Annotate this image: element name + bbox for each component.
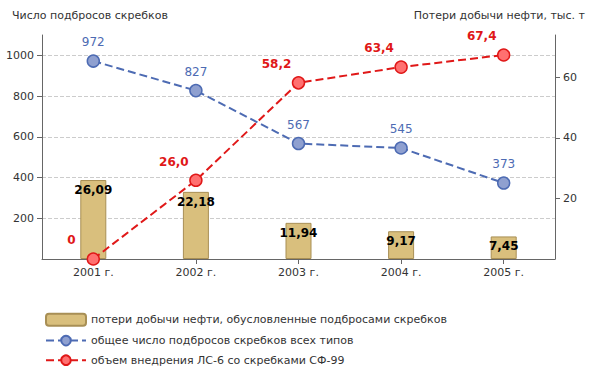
svg-text:67,4: 67,4 xyxy=(467,29,497,43)
svg-text:200: 200 xyxy=(13,212,34,225)
svg-text:22,18: 22,18 xyxy=(177,195,215,209)
svg-text:2002 г.: 2002 г. xyxy=(176,266,217,279)
svg-text:2005 г.: 2005 г. xyxy=(483,266,524,279)
svg-text:Число подбросов скребков: Число подбросов скребков xyxy=(12,9,168,22)
svg-text:827: 827 xyxy=(184,65,207,79)
svg-text:58,2: 58,2 xyxy=(262,57,292,71)
svg-text:567: 567 xyxy=(287,118,310,132)
svg-text:общее число подбросов скребков: общее число подбросов скребков всех типо… xyxy=(91,334,354,347)
svg-text:потери добычи нефти, обусловле: потери добычи нефти, обусловленные подбр… xyxy=(91,313,447,326)
svg-text:373: 373 xyxy=(492,157,515,171)
svg-text:26,09: 26,09 xyxy=(74,183,112,197)
svg-text:11,94: 11,94 xyxy=(280,226,318,240)
svg-text:2003 г.: 2003 г. xyxy=(278,266,319,279)
svg-text:9,17: 9,17 xyxy=(386,234,416,248)
svg-text:545: 545 xyxy=(390,122,413,136)
svg-text:2004 г.: 2004 г. xyxy=(381,266,422,279)
svg-text:40: 40 xyxy=(563,131,577,144)
svg-text:972: 972 xyxy=(82,35,105,49)
svg-text:Потери добычи нефти, тыс. т: Потери добычи нефти, тыс. т xyxy=(414,9,586,22)
svg-text:2001 г.: 2001 г. xyxy=(73,266,114,279)
svg-text:800: 800 xyxy=(13,90,34,103)
svg-text:26,0: 26,0 xyxy=(159,155,189,169)
svg-text:63,4: 63,4 xyxy=(364,41,394,55)
svg-text:400: 400 xyxy=(13,171,34,184)
svg-text:20: 20 xyxy=(563,192,577,205)
svg-text:60: 60 xyxy=(563,71,577,84)
svg-text:600: 600 xyxy=(13,130,34,143)
svg-text:объем внедрения ЛС-6 со скребк: объем внедрения ЛС-6 со скребками СФ-99 xyxy=(91,354,344,367)
svg-text:1000: 1000 xyxy=(6,49,34,62)
svg-text:0: 0 xyxy=(67,233,75,247)
svg-text:7,45: 7,45 xyxy=(489,239,519,253)
